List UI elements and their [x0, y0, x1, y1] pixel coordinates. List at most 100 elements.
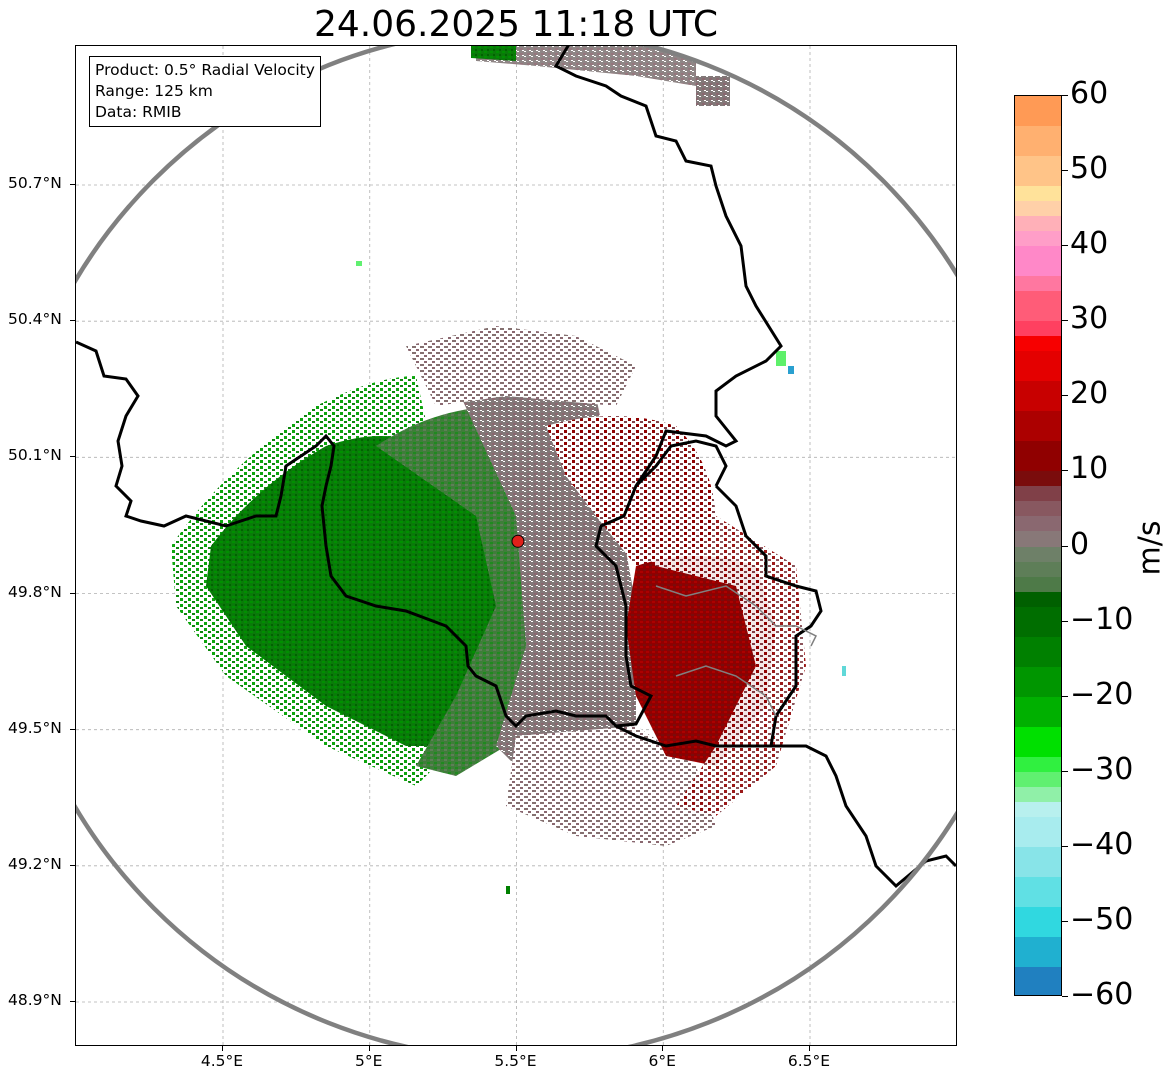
echo-grey-south: [506, 726, 716, 846]
colorbar-tick-mark: [1062, 620, 1068, 622]
colorbar-segment: [1015, 801, 1061, 818]
river-sauer: [675, 665, 777, 717]
lon-tick-mark: [809, 1046, 810, 1051]
colorbar-segment: [1015, 291, 1061, 322]
colorbar-tick-label: −30: [1070, 751, 1134, 787]
colorbar-tick-mark: [1062, 920, 1068, 922]
lon-tick-label: 6°E: [648, 1052, 676, 1070]
echo-speck: [356, 261, 362, 266]
colorbar-tick-mark: [1062, 245, 1068, 247]
colorbar-segment: [1015, 561, 1061, 578]
lon-tick-mark: [662, 1046, 664, 1051]
colorbar-tick-label: −60: [1070, 977, 1134, 1012]
lon-tick-label: 6.5°E: [787, 1052, 831, 1070]
colorbar-segment: [1015, 501, 1061, 518]
lon-tick-label: 4.5°E: [200, 1052, 244, 1070]
colorbar-tick-label: −10: [1070, 601, 1134, 637]
colorbar-tick-mark: [1062, 695, 1068, 697]
colorbar-segment: [1015, 756, 1061, 773]
colorbar-segment: [1015, 666, 1061, 698]
colorbar-segment: [1015, 216, 1061, 232]
colorbar-tick-mark: [1062, 320, 1068, 322]
echo-speck: [842, 666, 846, 676]
lat-tick-label: 50.7°N: [8, 174, 62, 192]
lon-tick-mark: [368, 1046, 370, 1051]
colorbar-tick-label: 20: [1070, 376, 1109, 412]
colorbar-segment: [1015, 186, 1061, 202]
lat-tick-mark: [70, 456, 75, 458]
border-belgium-france: [76, 46, 783, 729]
echo-speck: [506, 886, 510, 894]
velocity-echoes: [171, 46, 846, 894]
colorbar-segment: [1015, 696, 1061, 728]
echo-speck: [788, 366, 794, 374]
info-source: Data: RMIB: [95, 103, 182, 121]
echo-speck: [776, 351, 786, 366]
colorbar-tick-label: 10: [1070, 451, 1109, 487]
echo-top-green: [471, 46, 516, 61]
colorbar-segment: [1015, 246, 1061, 277]
colorbar-segment: [1015, 966, 1061, 995]
lat-tick-mark: [70, 184, 75, 185]
colorbar-tick-label: 0: [1070, 526, 1090, 562]
velocity-colorbar: [1014, 95, 1062, 996]
colorbar-segment: [1015, 936, 1061, 968]
lat-tick-label: 50.1°N: [8, 446, 62, 465]
border-luxembourg-germany: [714, 484, 956, 889]
country-borders: [76, 46, 956, 889]
colorbar-segment: [1015, 321, 1061, 337]
map-title: 24.06.2025 11:18 UTC: [313, 4, 719, 45]
river-moselle: [655, 585, 818, 647]
colorbar-unit-label: m/s: [1132, 520, 1168, 576]
colorbar-tick-mark: [1062, 845, 1068, 847]
colorbar-segment: [1015, 516, 1061, 533]
border-luxembourg-south: [615, 724, 771, 748]
colorbar-segment: [1015, 906, 1061, 938]
rivers: [655, 585, 818, 717]
colorbar-segment: [1015, 846, 1061, 878]
colorbar-segment: [1015, 591, 1061, 608]
lat-tick-label: 49.8°N: [8, 582, 62, 601]
colorbar-segment: [1015, 441, 1061, 472]
colorbar-segment: [1015, 126, 1061, 157]
echo-top-strip: [476, 46, 696, 86]
colorbar-segment: [1015, 336, 1061, 352]
colorbar-segment: [1015, 471, 1061, 488]
radar-site-marker[interactable]: [511, 534, 525, 548]
lat-tick-mark: [70, 1001, 75, 1002]
colorbar-tick-mark: [1062, 95, 1068, 96]
lat-tick-mark: [70, 728, 75, 730]
colorbar-tick-label: −50: [1070, 901, 1134, 937]
lat-tick-label: 49.5°N: [8, 718, 62, 737]
radar-map[interactable]: [75, 45, 957, 1046]
radar-map-canvas: [76, 46, 956, 1045]
lat-tick-mark: [70, 320, 75, 322]
colorbar-tick-mark: [1062, 395, 1068, 397]
colorbar-segment: [1015, 276, 1061, 292]
colorbar-tick-label: 50: [1070, 151, 1109, 187]
echo-red-outer: [616, 516, 806, 816]
lon-tick-mark: [515, 1046, 517, 1051]
colorbar-segment: [1015, 486, 1061, 503]
echo-grey-north: [406, 326, 636, 406]
colorbar-segment: [1015, 606, 1061, 638]
colorbar-segment: [1015, 636, 1061, 668]
lat-tick-label: 48.9°N: [8, 991, 62, 1009]
colorbar-segment: [1015, 876, 1061, 908]
info-range: Range: 125 km: [95, 82, 213, 100]
colorbar-segment: [1015, 726, 1061, 758]
product-info-box: Product: 0.5° Radial Velocity Range: 125…: [89, 56, 321, 127]
info-product: Product: 0.5° Radial Velocity: [95, 61, 315, 79]
echo-green-dense: [206, 436, 516, 746]
colorbar-segment: [1015, 411, 1061, 442]
colorbar-tick-label: −20: [1070, 676, 1134, 712]
colorbar-tick-label: 60: [1070, 76, 1109, 111]
lon-tick-label: 5°E: [355, 1052, 383, 1070]
colorbar-segment: [1015, 576, 1061, 593]
colorbar-tick-mark: [1062, 470, 1068, 472]
colorbar-tick-mark: [1062, 996, 1068, 997]
colorbar-segment: [1015, 786, 1061, 803]
colorbar-tick-mark: [1062, 170, 1068, 172]
colorbar-segment: [1015, 201, 1061, 217]
border-belgium-lux: [634, 439, 728, 488]
